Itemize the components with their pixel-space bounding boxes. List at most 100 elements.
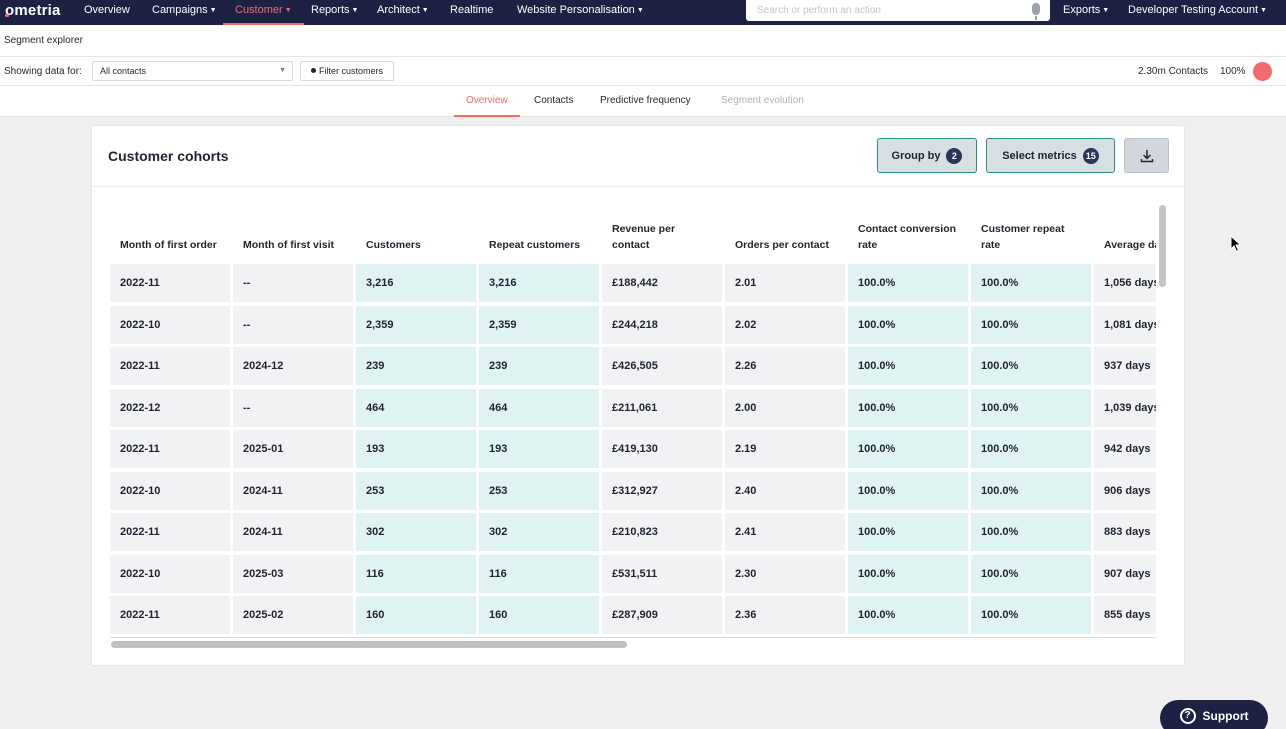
segment-select[interactable]: All contacts ▼: [92, 61, 293, 81]
table-cell: £211,061: [602, 388, 722, 427]
search-input[interactable]: [757, 0, 1027, 21]
table-cell: 937 days: [1094, 347, 1156, 385]
nav-item-realtime[interactable]: Realtime: [450, 0, 493, 25]
contacts-percentage: 100%: [1220, 66, 1246, 77]
table-cell: 100.0%: [848, 388, 968, 427]
table-row[interactable]: 2022-11 -- 3,216 3,216 £188,442 2.01 100.0% 100…: [110, 264, 1156, 302]
person-icon: [310, 68, 316, 73]
account-menu[interactable]: Developer Testing Account ▼: [1128, 0, 1267, 25]
nav-item-customer[interactable]: Customer ▼: [223, 0, 304, 25]
table-cell: 907 days: [1094, 554, 1156, 593]
column-header[interactable]: Customers: [366, 239, 421, 251]
exports-label: Exports: [1063, 4, 1101, 16]
table-cell: 100.0%: [971, 596, 1091, 634]
table-cell: 2022-11: [110, 347, 230, 385]
support-button[interactable]: ? Support: [1160, 700, 1268, 729]
table-cell: --: [233, 264, 353, 302]
table-cell: 100.0%: [848, 513, 968, 551]
nav-item-architect[interactable]: Architect ▼: [377, 0, 429, 25]
horizontal-scrollbar[interactable]: [110, 637, 1156, 648]
table-cell: 100.0%: [848, 347, 968, 385]
nav-item-campaigns[interactable]: Campaigns ▼: [152, 0, 217, 25]
status-indicator[interactable]: [1253, 62, 1272, 81]
chevron-down-icon: ▼: [284, 7, 292, 14]
table-cell: 100.0%: [971, 430, 1091, 468]
microphone-icon[interactable]: [1032, 3, 1040, 20]
table-cell: 2,359: [479, 305, 599, 344]
table-cell: 2.19: [725, 430, 845, 468]
table-cell: £244,218: [602, 305, 722, 344]
column-header[interactable]: Month of first order: [120, 239, 217, 251]
table-row[interactable]: 2022-12 -- 464 464 £211,061 2.00 100.0% 100.0% 1…: [110, 388, 1156, 427]
table-cell: 2.02: [725, 305, 845, 344]
table-row[interactable]: 2022-11 2025-01 193 193 £419,130 2.19 100.0% 10…: [110, 430, 1156, 468]
nav-item-label: Campaigns: [152, 4, 208, 16]
table-cell: 2.41: [725, 513, 845, 551]
ometria-logo[interactable]: ometria: [5, 2, 61, 19]
table-cell: 160: [356, 596, 476, 634]
support-label: Support: [1202, 709, 1249, 723]
table-cell: 100.0%: [971, 513, 1091, 551]
table-cell: 100.0%: [971, 471, 1091, 510]
column-header[interactable]: Contact conversion rate: [858, 223, 957, 251]
cohorts-table[interactable]: Month of first order Month of first visit…: [110, 204, 1156, 636]
logo-text: ometria: [5, 2, 61, 19]
nav-item-label: Customer: [235, 4, 283, 16]
table-cell: 100.0%: [848, 430, 968, 468]
nav-item-overview[interactable]: Overview: [84, 0, 130, 25]
tab-predictive-frequency[interactable]: Predictive frequency: [600, 95, 691, 106]
table-cell: 942 days: [1094, 430, 1156, 468]
table-row[interactable]: 2022-11 2024-12 239 239 £426,505 2.26 100.0% 10…: [110, 347, 1156, 385]
showing-data-label: Showing data for:: [4, 66, 82, 77]
tab-segment-evolution: Segment evolution: [721, 95, 804, 106]
contacts-count: 2.30m Contacts: [1138, 66, 1209, 77]
vertical-scroll-thumb[interactable]: [1159, 205, 1166, 287]
column-header[interactable]: Repeat customers: [489, 239, 581, 251]
table-cell: 302: [479, 513, 599, 551]
select-metrics-button[interactable]: Select metrics 15: [986, 138, 1115, 173]
table-cell: 100.0%: [848, 471, 968, 510]
table-cell: 100.0%: [848, 596, 968, 634]
table-row[interactable]: 2022-11 2025-02 160 160 £287,909 2.36 100.0% 10…: [110, 596, 1156, 634]
table-cell: 2.36: [725, 596, 845, 634]
table-cell: £287,909: [602, 596, 722, 634]
chevron-down-icon: ▼: [636, 7, 644, 14]
column-header[interactable]: Customer repeat rate: [981, 223, 1065, 251]
card-header: Customer cohorts Group by 2 Select metric…: [92, 126, 1184, 187]
nav-item-website-personalisation[interactable]: Website Personalisation ▼: [517, 0, 644, 25]
chevron-down-icon: ▼: [1260, 7, 1267, 14]
tab-overview[interactable]: Overview: [454, 86, 520, 117]
table-row[interactable]: 2022-10 -- 2,359 2,359 £244,218 2.02 100.0% 100…: [110, 305, 1156, 344]
filter-bar: Showing data for: All contacts ▼ Filter …: [0, 57, 1286, 86]
table-row[interactable]: 2022-10 2025-03 116 116 £531,511 2.30 100.0% 10…: [110, 554, 1156, 593]
table-cell: 2022-11: [110, 430, 230, 468]
filter-customers-button[interactable]: Filter customers: [300, 61, 394, 81]
column-header[interactable]: Orders per contact: [735, 239, 829, 251]
horizontal-scroll-thumb[interactable]: [111, 641, 627, 648]
column-header[interactable]: Month of first visit: [243, 239, 334, 251]
nav-item-label: Realtime: [450, 4, 494, 16]
column-header[interactable]: Average days: [1104, 239, 1156, 251]
table-row[interactable]: 2022-11 2024-11 302 302 £210,823 2.41 100.0% 10…: [110, 513, 1156, 551]
table-cell: 2022-11: [110, 513, 230, 551]
exports-menu[interactable]: Exports ▼: [1063, 0, 1109, 25]
table-cell: 100.0%: [971, 554, 1091, 593]
table-cell: 2.40: [725, 471, 845, 510]
table-cell: 2022-10: [110, 471, 230, 510]
table-cell: 2022-10: [110, 554, 230, 593]
filter-customers-label: Filter customers: [318, 66, 383, 76]
table-row[interactable]: 2022-10 2024-11 253 253 £312,927 2.40 100.0% 10…: [110, 471, 1156, 510]
group-by-label: Group by: [891, 149, 941, 162]
vertical-scrollbar[interactable]: [1158, 205, 1167, 635]
search-box[interactable]: [746, 0, 1050, 21]
table-cell: 2.00: [725, 388, 845, 427]
column-header[interactable]: Revenue per contact: [612, 223, 676, 251]
chevron-down-icon: ▼: [421, 7, 429, 14]
tab-contacts[interactable]: Contacts: [534, 95, 574, 106]
table-cell: 160: [479, 596, 599, 634]
group-by-button[interactable]: Group by 2: [877, 138, 977, 173]
select-metrics-label: Select metrics: [1002, 149, 1077, 162]
table-cell: 855 days: [1094, 596, 1156, 634]
nav-item-reports[interactable]: Reports ▼: [311, 0, 358, 25]
download-button[interactable]: [1124, 138, 1169, 173]
